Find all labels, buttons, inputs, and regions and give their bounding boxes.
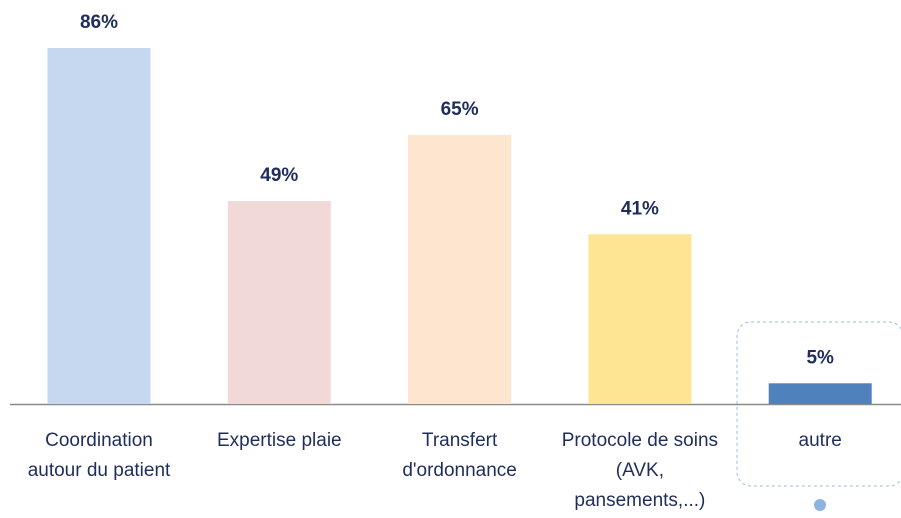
bar xyxy=(588,234,692,404)
value-label: 49% xyxy=(260,165,298,186)
bar xyxy=(227,201,331,404)
bar xyxy=(408,134,512,404)
x-tick-label: Coordination autour du patient xyxy=(27,430,171,481)
x-tick-label: autre xyxy=(798,430,842,451)
selection-handle xyxy=(814,499,826,511)
value-label: 86% xyxy=(80,12,118,33)
x-tick-label: Protocole de soins (AVK, pansements,...) xyxy=(561,430,719,511)
bar xyxy=(47,47,151,405)
x-tick-label: Transfert d'ordonnance xyxy=(402,430,517,481)
selection-box xyxy=(736,321,901,487)
value-label: 41% xyxy=(621,198,659,219)
bar xyxy=(768,383,872,404)
x-tick-label: Expertise plaie xyxy=(216,430,342,451)
value-label: 65% xyxy=(441,99,479,120)
value-label: 5% xyxy=(806,347,834,368)
